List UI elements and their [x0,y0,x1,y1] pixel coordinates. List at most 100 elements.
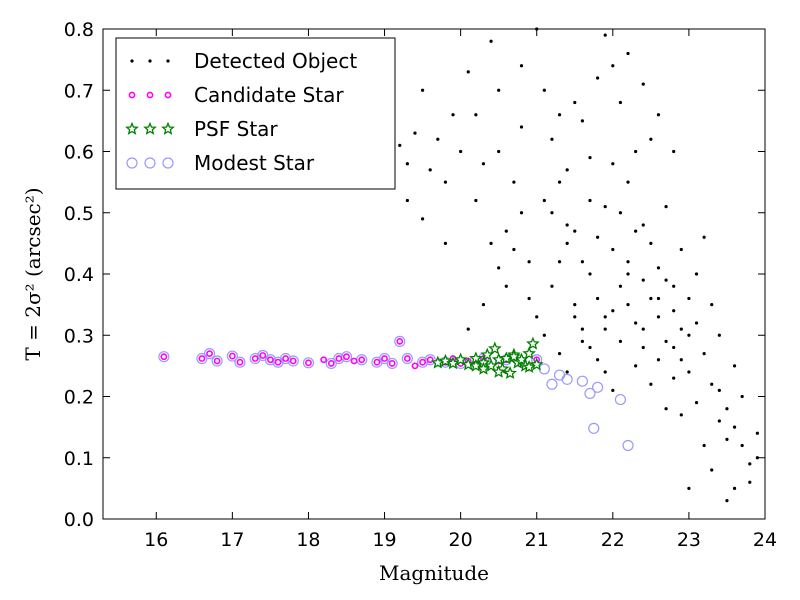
detected-object-point [603,33,607,37]
psf-star-point [488,341,502,355]
legend-marker-detected-object [166,59,170,63]
detected-object-point [732,486,737,490]
psf-star-point [522,359,536,373]
detected-object-point [573,315,577,319]
candidate-star-point [236,358,244,366]
psf-star-point [438,353,453,367]
x-tick-label: 20 [449,529,473,551]
detected-object-point [656,358,661,362]
modest-star-point [576,375,588,387]
detected-object-point [634,364,638,368]
detected-object-point [611,388,615,392]
detected-object-point [436,137,440,141]
detected-object-point [649,296,653,301]
modest-star-point [287,355,299,367]
detected-object-point [649,137,653,141]
legend-marker-psf-star [143,121,157,135]
x-tick-label: 22 [601,529,625,551]
candidate-star-point [373,358,381,366]
detected-object-point [672,284,676,288]
detected-object-point [603,205,607,209]
detected-object-point [687,333,691,337]
detected-object-point [428,168,432,172]
detected-object-point [679,413,683,417]
detected-object-point [702,235,706,239]
points-layer [158,27,759,503]
candidate-star-point [419,358,426,366]
modest-star-point [588,422,600,434]
detected-object-point [634,149,638,154]
candidate-star-point [213,357,221,365]
detected-object-point [611,162,615,166]
legend-label-psf-star: PSF Star [194,117,278,141]
detected-object-point [504,284,508,288]
legend-marker-psf-star [161,121,175,135]
detected-object-point [664,205,668,209]
detected-object-point [557,180,562,184]
detected-object-point [672,309,676,313]
detected-object-point [595,296,600,301]
legend-marker-modest-star [144,157,156,169]
detected-object-point [694,321,699,325]
detected-object-point [603,327,607,331]
detected-object-point [405,162,409,166]
detected-object-point [641,327,645,331]
detected-object-point [626,272,630,276]
detected-object-point [748,480,752,484]
psf-star-point [529,357,544,371]
x-axis-label: Magnitude [379,561,489,585]
detected-object-point [618,339,623,343]
modest-star-point [158,351,170,363]
psf-star-point [453,352,468,366]
legend-marker-detected-object [148,59,152,63]
detected-object-point [725,407,729,411]
detected-object-point [595,76,600,80]
detected-object-point [710,468,714,472]
detected-object-point [595,358,600,362]
modest-star-point [394,335,406,347]
detected-object-point [443,241,448,245]
detected-object-point [573,229,577,233]
detected-object-point [420,217,425,221]
detected-object-point [481,303,486,307]
legend-entries: Detected Object Candidate Star PSF Star Mod… [125,49,357,175]
detected-object-point [656,296,661,301]
candidate-star-point [305,359,312,367]
candidate-star-point [358,356,366,364]
detected-object-point [588,198,592,203]
detected-object-point [664,278,668,282]
detected-object-point [565,223,569,227]
detected-object-point [527,296,531,301]
detected-object-point [725,499,729,503]
detected-object-point [557,260,562,264]
detected-object-point [740,443,744,448]
detected-object-point [497,266,501,270]
detected-object-point [580,260,584,264]
legend-label-detected-object: Detected Object [194,49,357,73]
detected-object-point [626,51,630,56]
detected-object-point [702,352,706,356]
detected-object-point [656,266,661,270]
detected-object-point [732,364,737,368]
detected-object-point [694,272,699,276]
detected-object-point [679,247,683,252]
detected-object-point [573,303,577,307]
detected-object-point [504,229,508,233]
candidate-star-point [403,355,411,362]
detected-object-point [641,345,645,350]
candidate-star-point [396,337,404,345]
detected-object-point [489,241,493,245]
detected-object-point [459,149,463,154]
x-tick-label: 17 [220,529,244,551]
y-tick-label: 0.4 [64,264,94,286]
detected-object-point [588,345,592,350]
candidate-star-point [198,355,206,362]
modest-star-point [386,357,398,370]
detected-object-point [573,100,577,105]
legend-marker-modest-star [162,157,174,169]
psf-star-point [446,356,460,370]
modest-star-point [538,363,550,375]
candidate-star-point [327,360,335,367]
candidate-star-point [251,355,259,362]
